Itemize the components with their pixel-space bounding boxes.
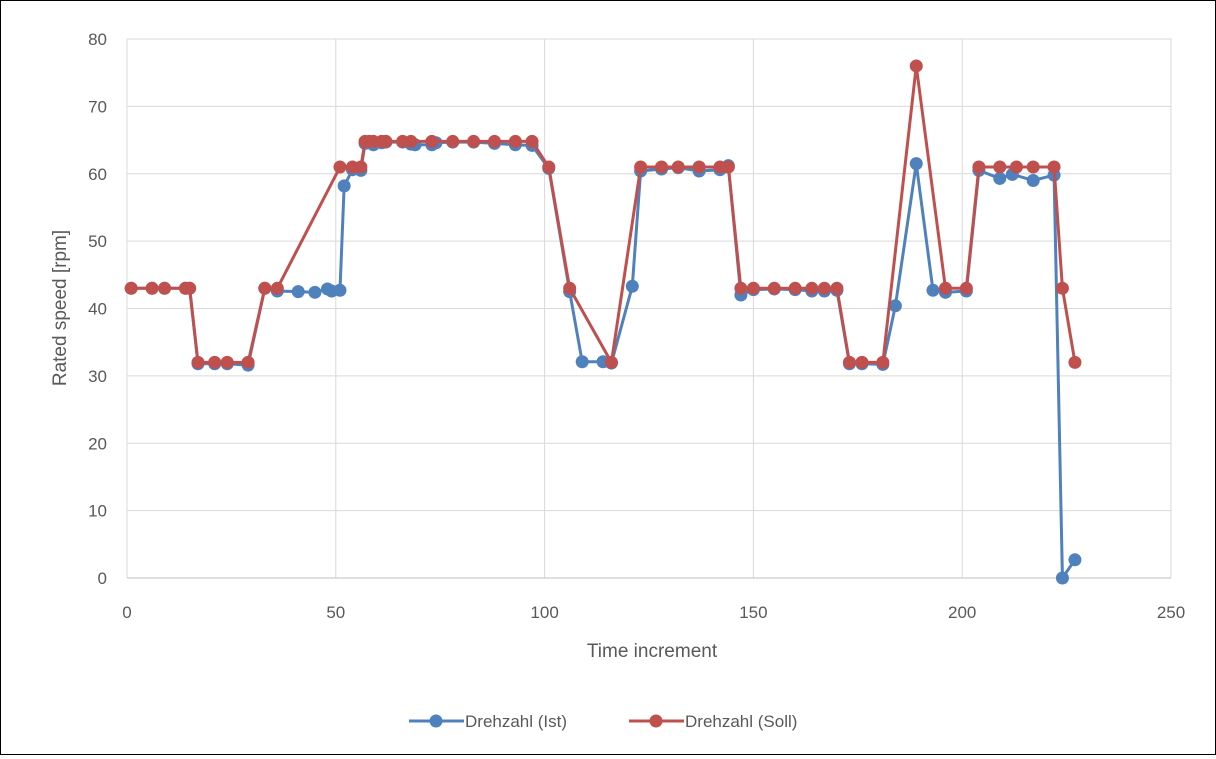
- y-tick-label: 10: [88, 502, 107, 521]
- data-point: [563, 281, 577, 295]
- data-point: [542, 160, 556, 174]
- gridlines: [127, 38, 1172, 578]
- x-axis-label: Time increment: [587, 641, 718, 662]
- data-point: [1055, 571, 1069, 585]
- y-tick-label: 30: [88, 367, 107, 386]
- data-point: [746, 281, 760, 295]
- data-point: [183, 281, 197, 295]
- data-point: [1026, 173, 1040, 187]
- data-point: [525, 134, 539, 148]
- data-point: [208, 355, 222, 369]
- data-point: [379, 134, 393, 148]
- data-point: [634, 160, 648, 174]
- legend-label: Drehzahl (Soll): [685, 712, 797, 731]
- data-point: [842, 355, 856, 369]
- data-point: [938, 281, 952, 295]
- series-group: [124, 59, 1082, 585]
- data-point: [333, 160, 347, 174]
- data-point: [788, 281, 802, 295]
- data-point: [671, 160, 685, 174]
- data-point: [1009, 160, 1023, 174]
- data-point: [308, 285, 322, 299]
- data-point: [604, 355, 618, 369]
- data-point: [575, 355, 589, 369]
- legend: Drehzahl (Ist) Drehzahl (Soll): [409, 712, 797, 731]
- data-point: [1068, 355, 1082, 369]
- data-point: [158, 281, 172, 295]
- y-tick-label: 40: [88, 300, 107, 319]
- data-point: [692, 160, 706, 174]
- x-tick-label: 250: [1157, 603, 1185, 622]
- data-point: [1026, 160, 1040, 174]
- data-point: [888, 299, 902, 313]
- data-point: [404, 134, 418, 148]
- data-point: [625, 279, 639, 293]
- x-tick-label: 100: [530, 603, 558, 622]
- data-point: [220, 355, 234, 369]
- data-point: [258, 281, 272, 295]
- x-tick-label: 50: [326, 603, 345, 622]
- data-point: [333, 283, 347, 297]
- data-point: [655, 160, 669, 174]
- legend-swatch-marker: [649, 714, 663, 728]
- x-tick-label: 0: [122, 603, 131, 622]
- data-point: [241, 355, 255, 369]
- data-point: [1068, 553, 1082, 567]
- data-point: [909, 59, 923, 73]
- data-point: [270, 281, 284, 295]
- data-point: [291, 285, 305, 299]
- data-point: [145, 281, 159, 295]
- data-point: [909, 157, 923, 171]
- data-point: [855, 355, 869, 369]
- y-tick-label: 80: [88, 30, 107, 49]
- data-point: [926, 283, 940, 297]
- x-tick-label: 150: [739, 603, 767, 622]
- x-tick-label: 200: [948, 603, 976, 622]
- data-point: [508, 134, 522, 148]
- data-point: [191, 355, 205, 369]
- data-point: [487, 134, 501, 148]
- data-point: [721, 160, 735, 174]
- data-point: [817, 281, 831, 295]
- series-ist: [124, 135, 1082, 585]
- data-point: [446, 134, 460, 148]
- data-point: [1055, 281, 1069, 295]
- legend-swatch-marker: [429, 714, 443, 728]
- data-point: [830, 281, 844, 295]
- y-tick-label: 20: [88, 434, 107, 453]
- y-tick-label: 60: [88, 165, 107, 184]
- y-tick-label: 50: [88, 232, 107, 251]
- data-point: [805, 281, 819, 295]
- y-axis-label: Rated speed [rpm]: [50, 230, 71, 386]
- data-point: [993, 160, 1007, 174]
- data-point: [767, 281, 781, 295]
- y-tick-label: 70: [88, 97, 107, 116]
- data-point: [1047, 160, 1061, 174]
- tick-labels: 0 10 20 30 40 50 60 70 80 0 50 100 150 200 250: [88, 30, 1185, 622]
- data-point: [337, 179, 351, 193]
- data-point: [876, 355, 890, 369]
- data-point: [959, 281, 973, 295]
- data-point: [354, 160, 368, 174]
- series-soll: [124, 59, 1082, 369]
- data-point: [972, 160, 986, 174]
- y-tick-label: 0: [98, 569, 107, 588]
- data-point: [467, 134, 481, 148]
- data-point: [124, 281, 138, 295]
- legend-label: Drehzahl (Ist): [465, 712, 567, 731]
- axes: [126, 39, 1171, 579]
- data-point: [734, 281, 748, 295]
- series-line: [131, 64, 1077, 364]
- legend-entry: Drehzahl (Ist): [409, 712, 567, 731]
- data-point: [993, 171, 1007, 185]
- data-point: [425, 134, 439, 148]
- legend-entry: Drehzahl (Soll): [629, 712, 797, 731]
